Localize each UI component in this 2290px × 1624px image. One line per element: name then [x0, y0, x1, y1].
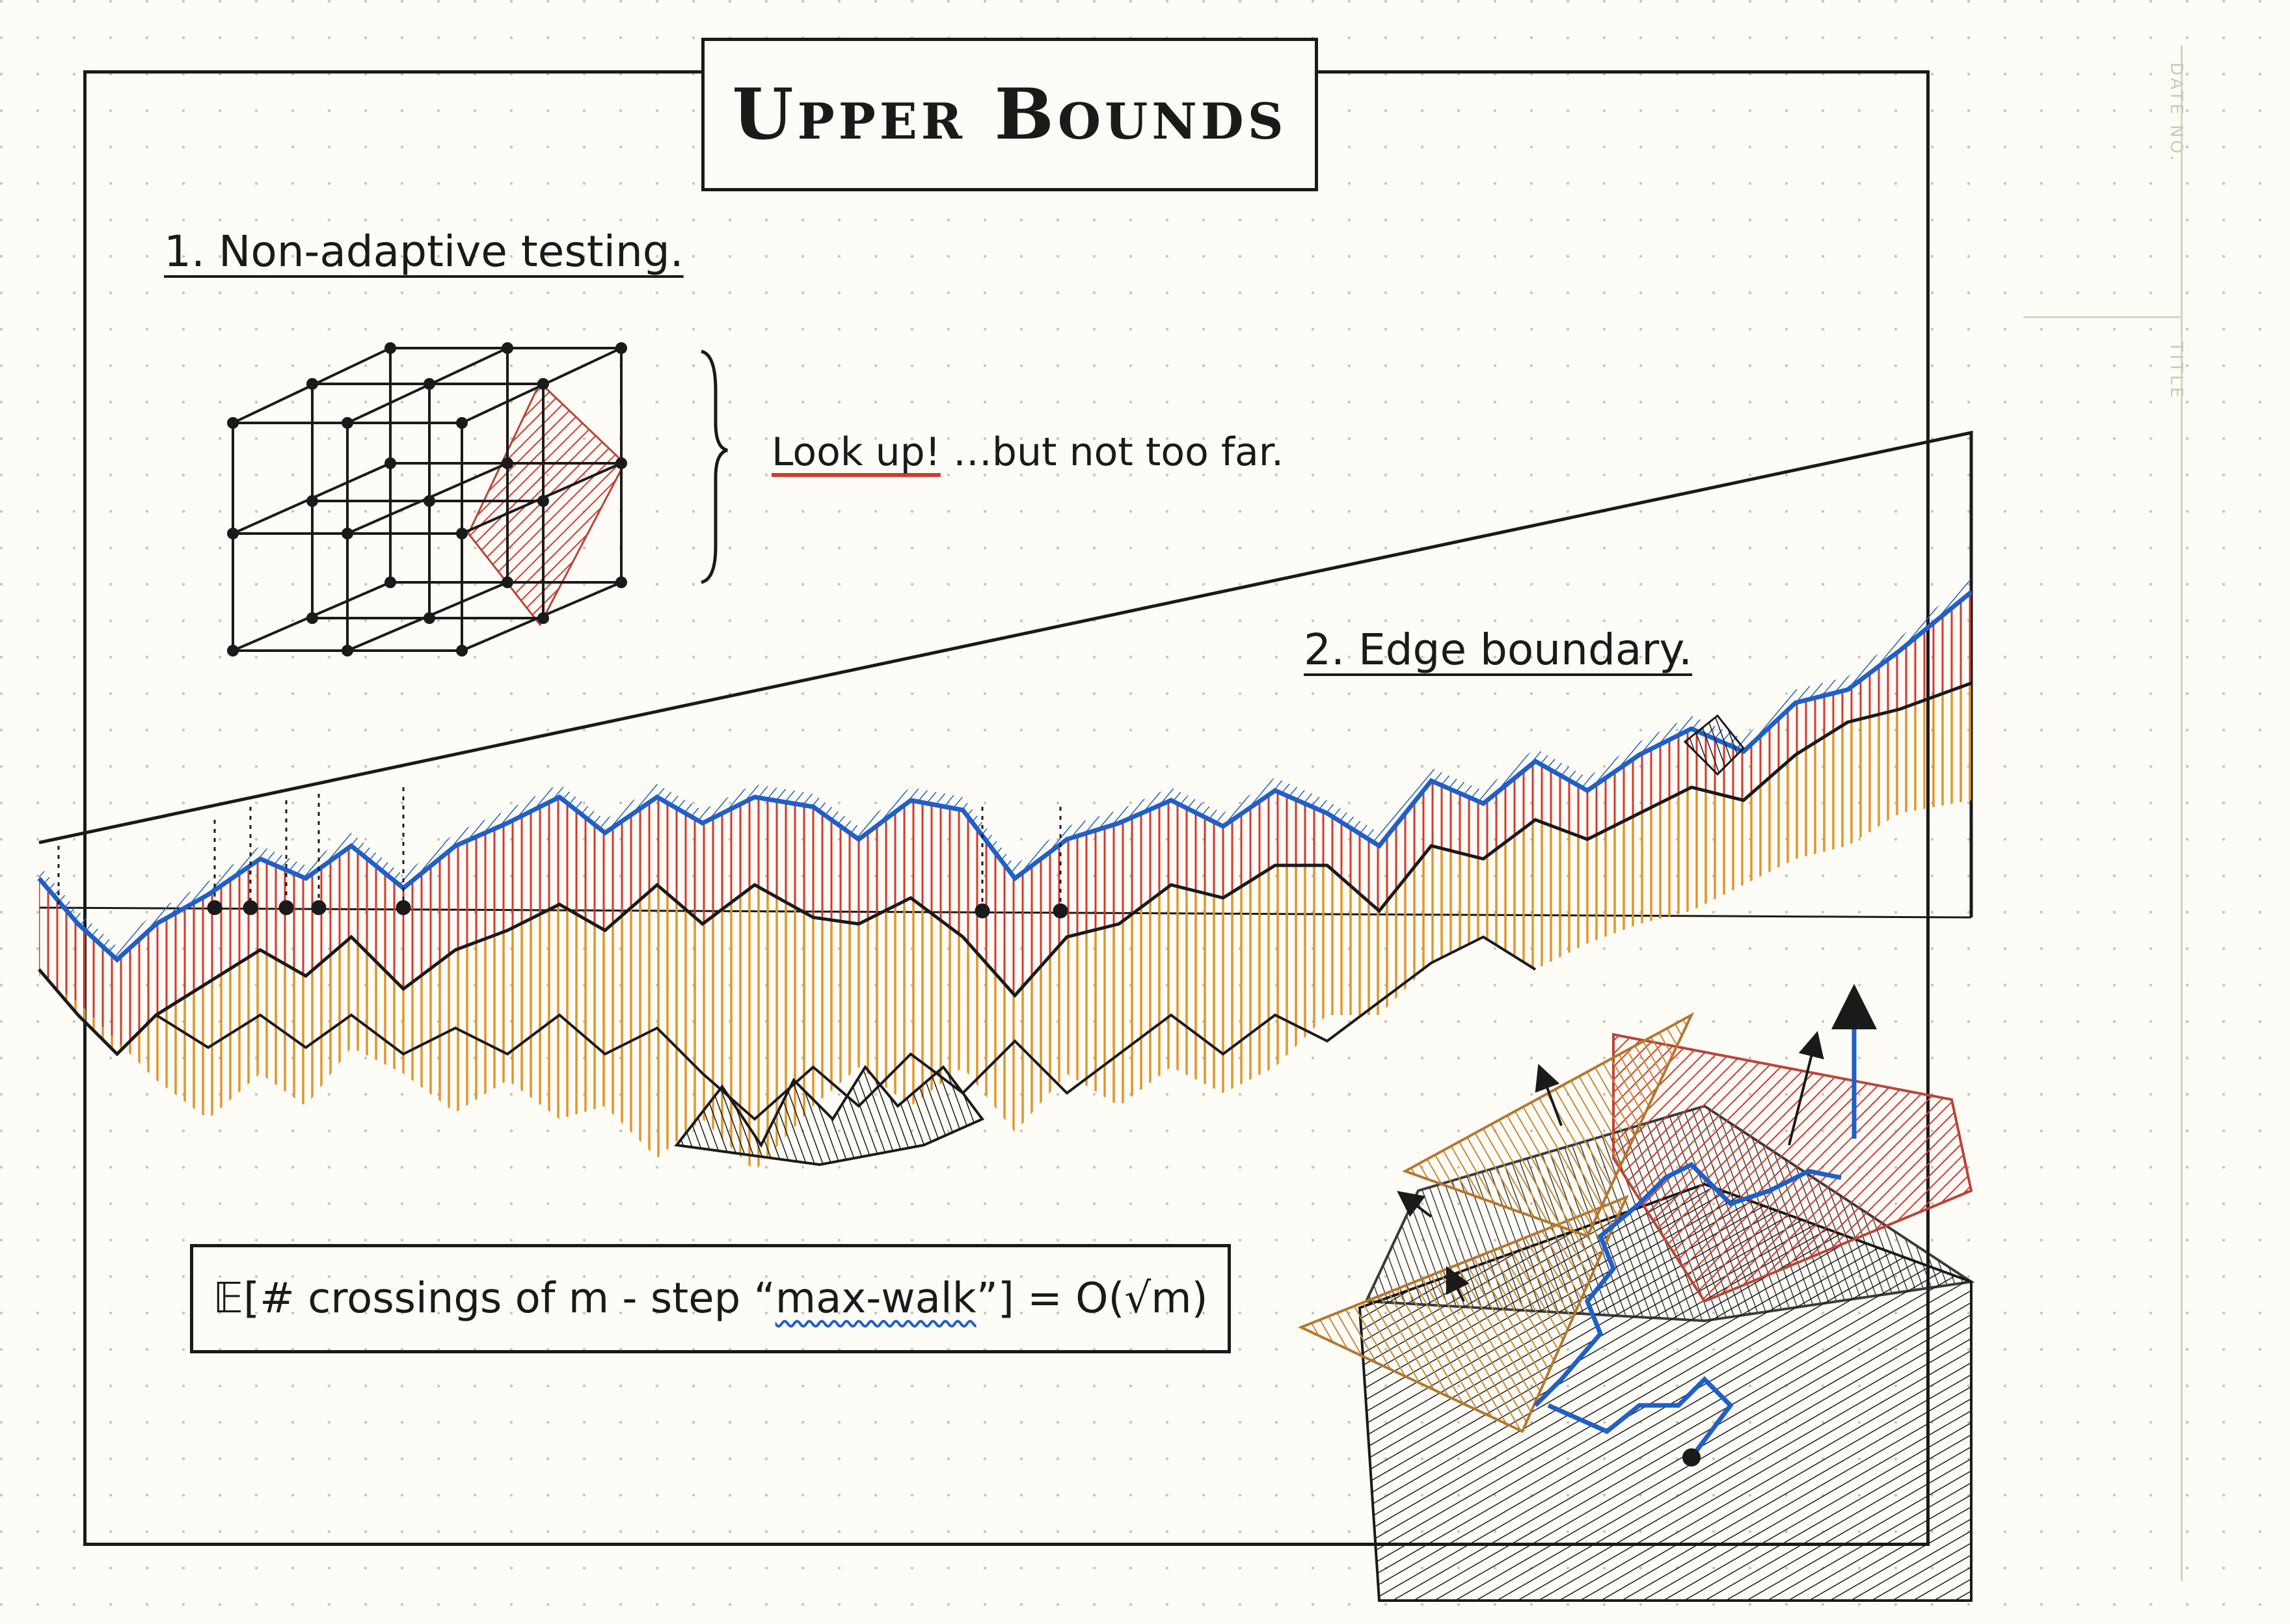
section1-note: Look up! …but not too far.	[772, 429, 1284, 475]
margin-line	[2181, 46, 2183, 1581]
brace-icon	[701, 349, 728, 584]
small-dark-region	[1683, 714, 1745, 776]
section2-heading: 2. Edge boundary.	[1304, 625, 1693, 675]
formula-prefix: 𝔼[# crossings of m - step “	[213, 1275, 775, 1323]
page-title: Upper Bounds	[732, 74, 1287, 156]
blue-path-lower	[1547, 1376, 1734, 1459]
arrow-icon	[1788, 1031, 1824, 1146]
dark-hatch-region	[674, 1064, 985, 1167]
red-band	[39, 592, 1971, 1054]
lattice-cube-icon	[227, 342, 627, 656]
arrow-icon	[1397, 1191, 1433, 1218]
black-walk-line	[38, 681, 1972, 1057]
orange-plane	[1297, 1195, 1629, 1433]
walk-bands	[37, 579, 1973, 1171]
arrow-icon	[1535, 1064, 1563, 1126]
title-label: TITLE	[2166, 342, 2186, 401]
arrow-icon	[1446, 1265, 1470, 1302]
section1-heading: 1. Non-adaptive testing.	[164, 226, 684, 277]
formula-suffix: ”] = O(√m)	[976, 1275, 1208, 1323]
lower-walk-line	[155, 935, 1537, 1121]
polytope-illustration	[1297, 984, 1975, 1602]
blue-path	[1533, 1161, 1842, 1407]
note-rest-text: …but not too far.	[940, 429, 1284, 475]
formula-term: max-walk	[775, 1275, 977, 1323]
margin-tick	[2023, 316, 2183, 318]
crossing-markers	[57, 787, 1068, 919]
orange-band	[39, 683, 1971, 1171]
formula-box: 𝔼[# crossings of m - step “max-walk”] = …	[190, 1244, 1231, 1353]
title-box: Upper Bounds	[701, 38, 1318, 191]
date-label: DATE NO.	[2166, 62, 2186, 164]
path-start-node	[1682, 1448, 1701, 1467]
lookup-text: Look up!	[772, 429, 941, 475]
